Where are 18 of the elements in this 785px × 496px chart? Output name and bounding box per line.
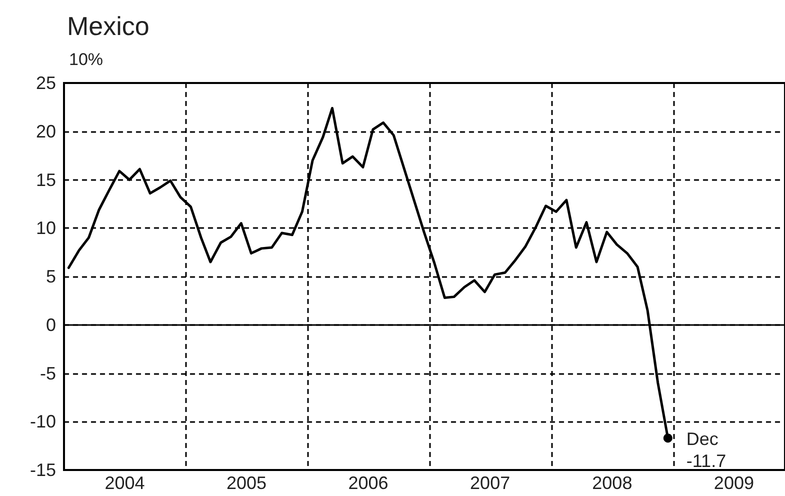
y-tick-label: 15: [36, 170, 56, 190]
chart-title: Mexico: [67, 11, 150, 41]
y-tick-label: -10: [30, 412, 56, 432]
y-axis-title: 10%: [69, 50, 104, 69]
x-tick-label: 2005: [226, 473, 267, 493]
y-tick-label: 25: [36, 73, 56, 93]
y-tick-label: -15: [30, 460, 56, 480]
x-tick-label: 2006: [348, 473, 388, 493]
y-tick-label: -5: [40, 363, 56, 384]
x-tick-label: 2009: [714, 473, 754, 493]
y-tick-label: 5: [46, 266, 56, 286]
annotation: Dec -11.7: [686, 429, 726, 472]
y-tick-label: 20: [36, 121, 56, 142]
x-tick-label: 2004: [104, 473, 145, 493]
y-tick-label: 0: [46, 314, 56, 335]
x-tick-label: 2008: [592, 473, 632, 493]
y-tick-label: 10: [36, 218, 56, 238]
x-tick-label: 2007: [470, 473, 510, 493]
